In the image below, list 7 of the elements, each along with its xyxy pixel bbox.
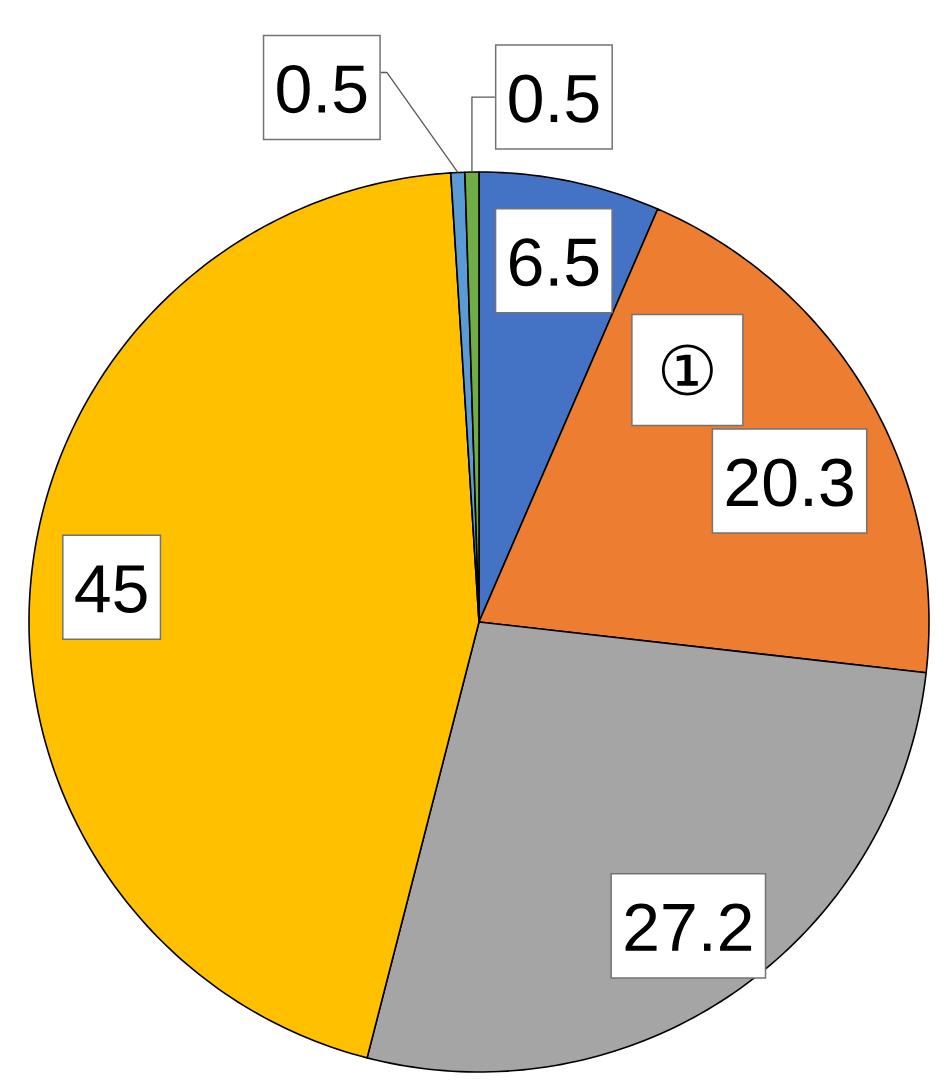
data-label: 6.5	[510, 238, 599, 287]
data-label: 0.5	[277, 65, 367, 114]
data-label: 27.2	[625, 903, 752, 951]
data-label: 0.5	[509, 74, 599, 123]
data-label: 20.3	[726, 458, 853, 507]
data-label: 45	[75, 565, 147, 613]
slice-label: ①	[661, 344, 713, 396]
